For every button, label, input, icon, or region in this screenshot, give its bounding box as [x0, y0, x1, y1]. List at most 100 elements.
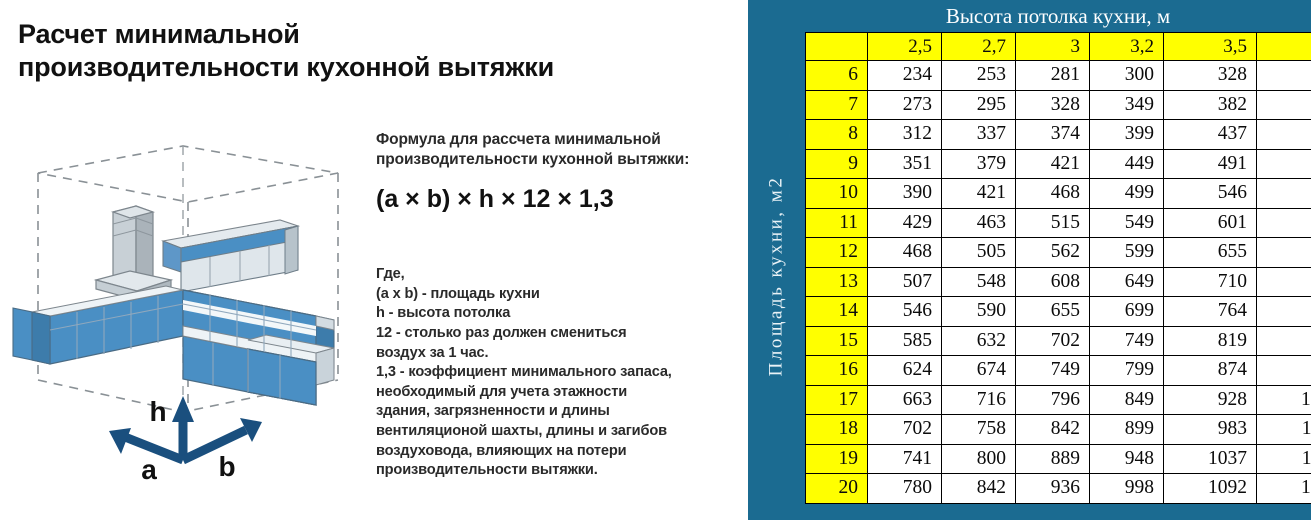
floor-cabinets — [12, 285, 335, 406]
kitchen-illustration: h a b — [8, 140, 368, 520]
table-cell-r14-c1: 842 — [941, 473, 1016, 504]
table-cell-r6-c4: 655 — [1163, 237, 1257, 268]
table-row-header-9: 15 — [805, 325, 868, 356]
table-cell-r10-c5: 998 — [1256, 355, 1311, 386]
table-cell-r9-c1: 632 — [941, 325, 1016, 356]
table-cell-r9-c0: 585 — [867, 325, 942, 356]
table-cell-r5-c0: 429 — [867, 207, 942, 238]
table-cell-r0-c1: 253 — [941, 60, 1016, 91]
formula-legend: Где, (a x b) - площадь кухни h - высота … — [376, 265, 738, 481]
table-row-header-11: 17 — [805, 384, 868, 415]
table-row-header-10: 16 — [805, 355, 868, 386]
legend-line-10: воздуховода, влияющих на потери — [376, 442, 627, 459]
table-cell-r8-c5: 874 — [1256, 296, 1311, 327]
table-cell-r0-c2: 281 — [1015, 60, 1090, 91]
legend-line-1: Где, — [376, 266, 405, 282]
table-cell-r11-c0: 663 — [867, 384, 942, 415]
table-row: 6234253281300328374 — [805, 60, 1311, 91]
table-cell-r5-c1: 463 — [941, 207, 1016, 238]
table-row: 16624674749799874998 — [805, 355, 1311, 386]
table-row: 1974180088994810371186 — [805, 443, 1311, 474]
table-cell-r12-c5: 1123 — [1256, 414, 1311, 445]
table-row-axis-label: Площадь кухни, м2 — [748, 32, 805, 520]
page-title-line-1: Расчет минимальной — [18, 19, 300, 49]
table-row: 11429463515549601686 — [805, 207, 1311, 238]
capacity-table-body: 2,52,733,23,5462342532813003283747273295… — [805, 32, 1311, 504]
table-cell-r2-c3: 399 — [1089, 119, 1164, 150]
table-cell-r12-c0: 702 — [867, 414, 942, 445]
dimension-arrows — [109, 396, 262, 465]
table-cell-r3-c0: 351 — [867, 148, 942, 179]
table-cell-r0-c3: 300 — [1089, 60, 1164, 91]
table-cell-r13-c3: 948 — [1089, 443, 1164, 474]
table-cell-r6-c2: 562 — [1015, 237, 1090, 268]
table-cell-r14-c4: 1092 — [1163, 473, 1257, 504]
table-cell-r6-c3: 599 — [1089, 237, 1164, 268]
table-col-header-2: 3 — [1015, 32, 1090, 61]
data-table-panel: Высота потолка кухни, м Площадь кухни, м… — [748, 0, 1311, 520]
table-row-header-2: 8 — [805, 119, 868, 150]
table-cell-r4-c0: 390 — [867, 178, 942, 209]
table-cell-r5-c2: 515 — [1015, 207, 1090, 238]
table-cell-r0-c5: 374 — [1256, 60, 1311, 91]
legend-line-11: производительности вытяжки. — [376, 462, 598, 479]
table-cell-r2-c0: 312 — [867, 119, 942, 150]
table-cell-r7-c4: 710 — [1163, 266, 1257, 297]
table-cell-r1-c5: 437 — [1256, 89, 1311, 120]
table-cell-r13-c0: 741 — [867, 443, 942, 474]
table-corner-cell — [805, 32, 868, 61]
table-cell-r13-c4: 1037 — [1163, 443, 1257, 474]
table-cell-r14-c2: 936 — [1015, 473, 1090, 504]
table-cell-r6-c0: 468 — [867, 237, 942, 268]
table-row-header-12: 18 — [805, 414, 868, 445]
table-cell-r3-c2: 421 — [1015, 148, 1090, 179]
table-cell-r7-c0: 507 — [867, 266, 942, 297]
table-cell-r9-c4: 819 — [1163, 325, 1257, 356]
table-cell-r14-c5: 1248 — [1256, 473, 1311, 504]
table-row-header-6: 12 — [805, 237, 868, 268]
table-cell-r1-c3: 349 — [1089, 89, 1164, 120]
table-cell-r1-c0: 273 — [867, 89, 942, 120]
table-cell-r3-c5: 562 — [1256, 148, 1311, 179]
table-cell-r9-c3: 749 — [1089, 325, 1164, 356]
table-row-header-4: 10 — [805, 178, 868, 209]
table-cell-r1-c1: 295 — [941, 89, 1016, 120]
formula-intro: Формула для рассчета минимальной произво… — [376, 130, 736, 171]
table-cell-r8-c3: 699 — [1089, 296, 1164, 327]
wall-cabinet — [160, 219, 301, 293]
table-cell-r5-c5: 686 — [1256, 207, 1311, 238]
table-cell-r2-c4: 437 — [1163, 119, 1257, 150]
table-row: 8312337374399437499 — [805, 119, 1311, 150]
table-cell-r5-c3: 549 — [1089, 207, 1164, 238]
left-content-panel: Расчет минимальной производительности ку… — [8, 18, 738, 520]
table-cell-r11-c3: 849 — [1089, 384, 1164, 415]
legend-line-5: воздух за 1 час. — [376, 344, 489, 361]
table-row-header-7: 13 — [805, 266, 868, 297]
table-cell-r10-c2: 749 — [1015, 355, 1090, 386]
table-cell-r4-c1: 421 — [941, 178, 1016, 209]
table-cell-r10-c4: 874 — [1163, 355, 1257, 386]
table-row-header-0: 6 — [805, 60, 868, 91]
table-cell-r11-c2: 796 — [1015, 384, 1090, 415]
table-cell-r13-c5: 1186 — [1256, 443, 1311, 474]
table-cell-r14-c0: 780 — [867, 473, 942, 504]
table-cell-r10-c1: 674 — [941, 355, 1016, 386]
table-cell-r9-c5: 936 — [1256, 325, 1311, 356]
label-a: a — [141, 454, 157, 485]
table-cell-r7-c1: 548 — [941, 266, 1016, 297]
page-title: Расчет минимальной производительности ку… — [18, 18, 733, 84]
table-row: 2078084293699810921248 — [805, 473, 1311, 504]
table-col-header-0: 2,5 — [867, 32, 942, 61]
table-row-header-5: 11 — [805, 207, 868, 238]
table-cell-r4-c2: 468 — [1015, 178, 1090, 209]
formula-expression: (a × b) × h × 12 × 1,3 — [376, 184, 614, 213]
legend-line-3: h - высота потолка — [376, 305, 511, 322]
table-cell-r13-c1: 800 — [941, 443, 1016, 474]
table-cell-r8-c2: 655 — [1015, 296, 1090, 327]
table-row-header-1: 7 — [805, 89, 868, 120]
capacity-table: 2,52,733,23,5462342532813003283747273295… — [805, 32, 1311, 504]
extractor-hood-icon — [93, 205, 174, 301]
table-col-header-5: 4 — [1256, 32, 1311, 61]
table-cell-r12-c3: 899 — [1089, 414, 1164, 445]
legend-line-4: 12 - столько раз должен смениться — [376, 324, 627, 341]
